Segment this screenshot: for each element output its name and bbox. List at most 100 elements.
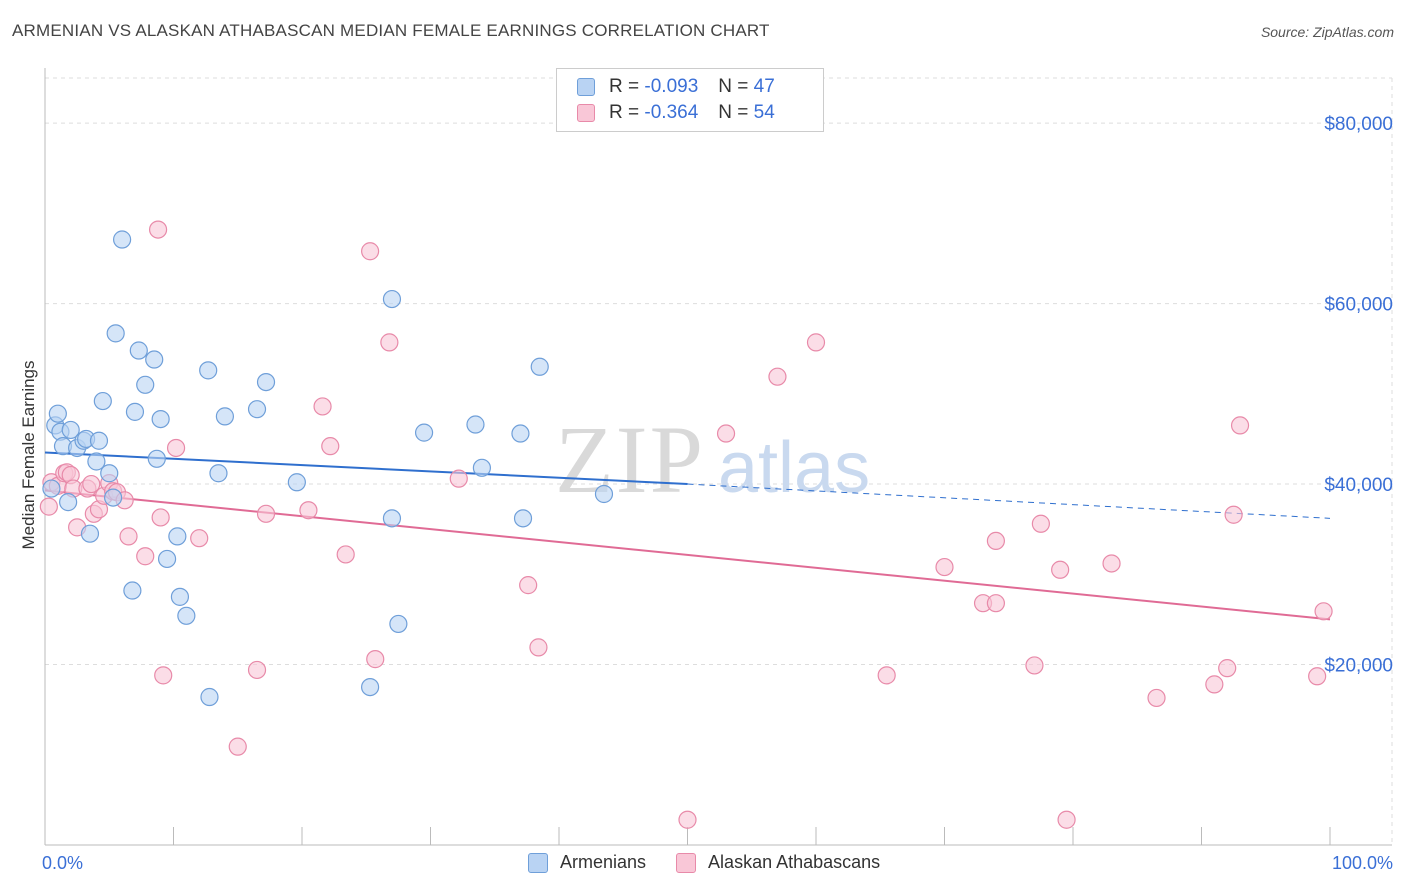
armenians-trend-extension [687,483,1331,519]
alaskan-point [366,650,385,669]
chart-title: ARMENIAN VS ALASKAN ATHABASCAN MEDIAN FE… [12,21,770,40]
legend-row-armenians: R = -0.093 N = 47 [577,75,775,99]
armenians-point [361,677,380,697]
correlation-legend: R = -0.093 N = 47 R = -0.364 N = 54 [556,68,824,132]
armenians-legend-swatch [528,852,548,873]
armenians-swatch [577,78,595,96]
armenians-point [48,404,67,423]
alaskan-point [82,474,101,494]
alaskan-point [1230,416,1250,435]
alaskan-point [380,333,399,352]
armenians-point [170,587,190,606]
alaskan-point [247,660,267,680]
watermark-atlas: atlas [718,428,870,508]
legend-n-label: N = [718,76,749,97]
armenians-point [199,361,218,380]
legend-row-alaskan: R = -0.364 N = 54 [577,101,775,125]
series-legend: Armenians Alaskan Athabascans [528,852,910,873]
armenians-point [123,581,142,600]
alaskan-point [321,437,340,456]
armenians-point [382,289,402,309]
legend-label-alaskan: Alaskan Athabascans [708,852,881,872]
alaskan-point [986,594,1006,613]
armenians-point [125,402,145,421]
alaskan-point [1224,505,1243,524]
alaskan-point [1308,667,1327,686]
y-tick-label: $20,000 [1324,656,1393,677]
armenians-point [59,493,78,512]
armenians-point [389,614,408,634]
armenians-point [594,484,614,504]
armenians-point [129,341,148,360]
armenians-point [104,488,123,507]
armenians-point [89,431,109,450]
alaskan-point [1031,514,1050,533]
alaskan-point [768,367,787,386]
armenians-point [80,524,100,543]
armenians-point [61,420,80,440]
alaskan-point [806,333,826,352]
alaskan-point [1051,560,1070,579]
armenians-point [100,464,119,483]
alaskan-point [1025,656,1044,675]
armenians-point [530,357,549,376]
armenians-point [147,449,166,468]
armenians-point [177,606,196,625]
legend-label-armenians: Armenians [560,852,647,872]
alaskan-point [1205,675,1224,694]
data-points [39,220,1333,829]
armenians-point [157,549,177,569]
x-tick-labels: 0.0% 100.0% [42,853,1393,873]
armenians-point [472,458,491,477]
legend-item-armenians: Armenians [528,852,646,873]
armenians-point [87,452,106,471]
armenians-point [42,479,61,498]
armenians-point [247,400,267,419]
armenians-point [511,424,530,443]
alaskan-point [136,547,155,566]
armenians-point [513,509,533,528]
alaskan-point [1314,602,1333,621]
legend-n-label: N = [718,102,749,123]
alaskan-point [877,666,896,685]
alaskan-point [190,529,209,548]
alaskan-point [935,557,954,577]
alaskan-point [148,220,168,239]
y-tick-label: $80,000 [1324,114,1393,135]
armenians-point [145,350,164,369]
armenians-point [93,391,112,411]
alaskan-point [299,501,318,520]
armenians-point [106,324,125,343]
alaskan-swatch [577,104,595,122]
legend-n-value: 47 [753,76,775,97]
x-tick-label-max: 100.0% [1332,853,1393,873]
alaskan-point [336,545,355,564]
alaskan-point [716,424,736,443]
alaskan-point [1147,688,1166,708]
alaskan-point [1218,659,1237,678]
armenians-point [168,527,187,546]
y-axis-label: Median Female Earnings [19,361,38,550]
alaskan-point [1057,810,1076,829]
alaskan-point [519,576,538,595]
alaskan-point [986,531,1006,551]
legend-r-value: -0.364 [644,102,699,123]
armenians-point [256,372,276,392]
armenians-point [209,464,228,483]
y-tick-labels: $20,000 $40,000 $60,000 $80,000 [1324,114,1393,676]
alaskan-point [166,438,186,458]
armenians-point [466,415,485,434]
armenians-point [215,407,234,426]
armenians-point [151,409,170,429]
x-tick-label-min: 0.0% [42,853,83,873]
alaskan-point [119,527,138,546]
alaskan-point [256,504,276,523]
legend-n-value: 54 [753,102,775,123]
alaskan-legend-swatch [676,852,697,873]
legend-item-alaskan: Alaskan Athabascans [676,852,880,873]
alaskan-point [39,497,58,516]
armenians-point [287,473,306,492]
alaskan-point [678,810,697,829]
armenians-point [382,509,402,528]
watermark: ZIP atlas [555,406,870,513]
